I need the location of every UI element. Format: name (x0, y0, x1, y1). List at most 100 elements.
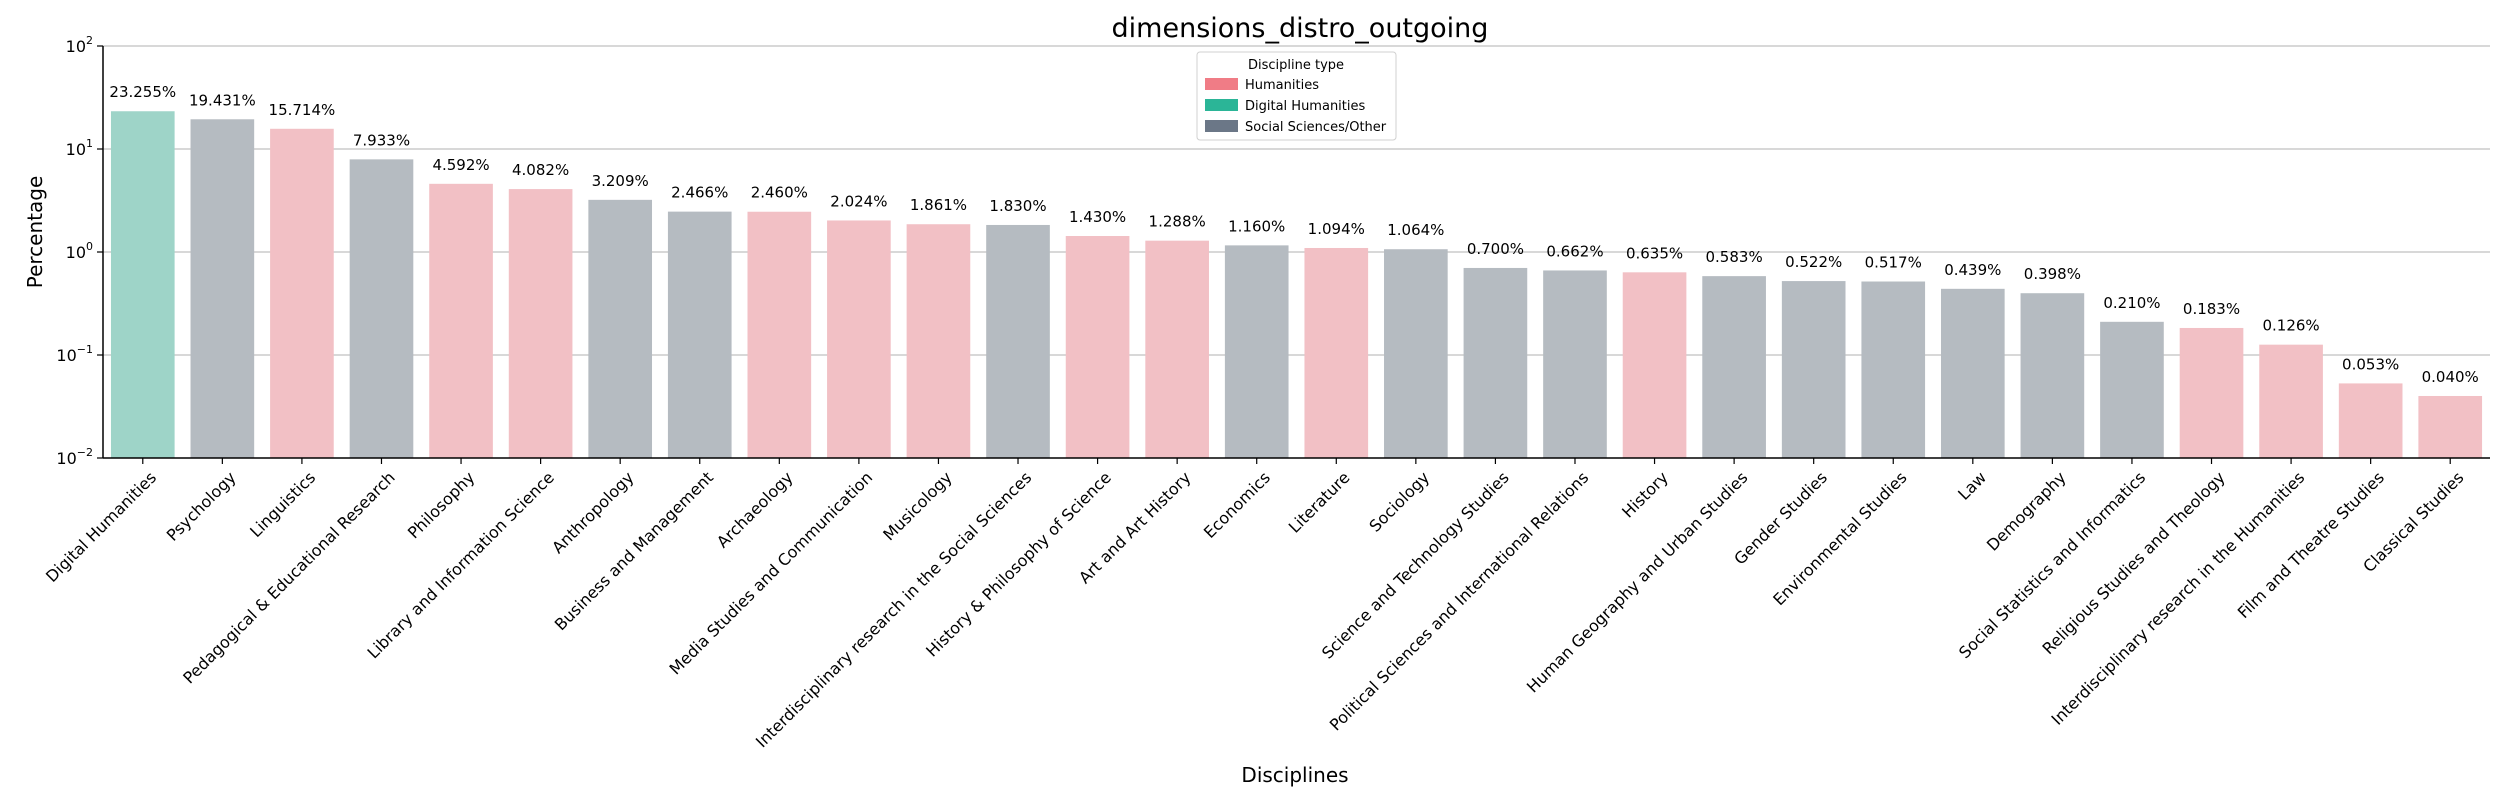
bar (1861, 281, 1926, 458)
x-tick-label: Environmental Studies (1769, 468, 1910, 609)
bar (349, 159, 414, 458)
data-label: 2.466% (671, 184, 728, 202)
data-label: 0.522% (1785, 253, 1842, 271)
data-label: 1.160% (1228, 217, 1285, 235)
data-label: 1.430% (1069, 208, 1126, 226)
bar (508, 189, 573, 458)
x-tick-label: Business and Management (551, 468, 717, 634)
data-label: 0.126% (2262, 317, 2319, 335)
data-label: 1.861% (910, 196, 967, 214)
bar (1304, 247, 1369, 458)
x-tick-label: Philosophy (404, 468, 479, 543)
bar (1463, 267, 1528, 458)
bar (429, 183, 493, 458)
legend-swatch-humanities (1205, 78, 1238, 90)
bar (1940, 288, 2005, 458)
bar (2259, 344, 2323, 458)
data-label: 0.583% (1706, 248, 1763, 266)
bar (1065, 236, 1130, 458)
data-label: 2.460% (751, 184, 808, 202)
x-tick-label: History (1618, 468, 1672, 522)
data-label: 0.053% (2342, 355, 2399, 373)
data-label: 1.064% (1387, 221, 1444, 239)
bar (2020, 293, 2085, 458)
bar (2100, 321, 2164, 458)
bar (1702, 276, 1766, 458)
x-tick-label: Economics (1200, 468, 1274, 542)
bar (270, 128, 334, 458)
legend-swatch-dh (1205, 99, 1238, 111)
data-label: 0.635% (1626, 244, 1683, 262)
y-tick-label: 102 (66, 34, 93, 56)
x-tick-label: Demography (1983, 468, 2070, 555)
x-tick-label: Anthropology (548, 468, 637, 557)
legend-label-dh: Digital Humanities (1245, 99, 1365, 114)
data-label: 4.082% (512, 161, 569, 179)
data-label: 3.209% (592, 172, 649, 190)
x-tick-label: Film and Theatre Studies (2234, 468, 2388, 622)
x-tick-label: Literature (1285, 468, 1354, 537)
data-label: 0.439% (1944, 261, 2001, 279)
data-label: 1.288% (1149, 213, 1206, 231)
x-tick-label: Interdisciplinary research in the Social… (752, 468, 1035, 751)
y-axis-label: Percentage (23, 176, 47, 289)
x-tick-label: Psychology (163, 468, 240, 545)
bar (906, 224, 971, 458)
bar (747, 211, 812, 458)
legend-swatch-social (1205, 120, 1238, 132)
bar (1145, 240, 1209, 458)
x-axis-label: Disciplines (1241, 763, 1348, 787)
bar (588, 199, 653, 458)
bar (986, 224, 1050, 458)
x-tick-label: Linguistics (246, 468, 319, 541)
y-tick-label: 100 (66, 240, 93, 262)
bar (1781, 281, 1846, 458)
data-label: 23.255% (109, 83, 176, 101)
data-label: 19.431% (189, 91, 256, 109)
legend: Discipline type Humanities Digital Humani… (1196, 51, 1397, 141)
bar (1543, 270, 1607, 458)
legend-label-social: Social Sciences/Other (1245, 120, 1387, 135)
x-tick-label: Law (1954, 468, 1990, 504)
data-label: 4.592% (432, 156, 489, 174)
data-label: 0.183% (2183, 300, 2240, 318)
data-label: 15.714% (269, 101, 336, 119)
data-label: 0.517% (1865, 254, 1922, 272)
bar (827, 220, 891, 458)
data-label: 7.933% (353, 131, 410, 149)
y-tick-label: 101 (66, 137, 93, 159)
bar (190, 119, 255, 458)
legend-frame (1196, 51, 1397, 141)
bar (2179, 327, 2244, 458)
chart-title: dimensions_distro_outgoing (1112, 13, 1489, 44)
x-tick-label: Digital Humanities (42, 468, 160, 586)
bar (2338, 383, 2403, 458)
bar (1622, 272, 1687, 458)
legend-title: Discipline type (1248, 58, 1344, 73)
data-label: 1.094% (1308, 220, 1365, 238)
x-tick-label: Sociology (1365, 468, 1433, 536)
x-axis-ticks: Digital Humanities Psychology Linguistics P… (42, 458, 2468, 751)
y-tick-label: 10−1 (56, 343, 93, 365)
bars (110, 111, 2483, 459)
bar (667, 211, 732, 458)
data-label: 2.024% (830, 192, 887, 210)
bar (2418, 395, 2483, 458)
legend-label-humanities: Humanities (1245, 78, 1319, 93)
data-label: 0.210% (2103, 294, 2160, 312)
data-label: 1.830% (989, 197, 1046, 215)
legend-entries: Humanities Digital Humanities Social Scien… (1205, 78, 1387, 135)
x-tick-label: Musicology (879, 468, 955, 544)
data-label: 0.040% (2422, 368, 2479, 386)
y-tick-label: 10−2 (56, 446, 93, 468)
data-labels: 23.255% 19.431% 15.714% 7.933% 4.592% 4.082% 3… (109, 83, 2478, 386)
y-axis-ticks: 10−2 10−1 100 101 102 (56, 34, 103, 468)
x-tick-label: Archaeology (713, 468, 797, 552)
bar (1384, 249, 1448, 458)
bar (1224, 245, 1289, 458)
data-label: 0.398% (2024, 265, 2081, 283)
bar (110, 111, 175, 459)
data-label: 0.700% (1467, 240, 1524, 258)
data-label: 0.662% (1546, 242, 1603, 260)
